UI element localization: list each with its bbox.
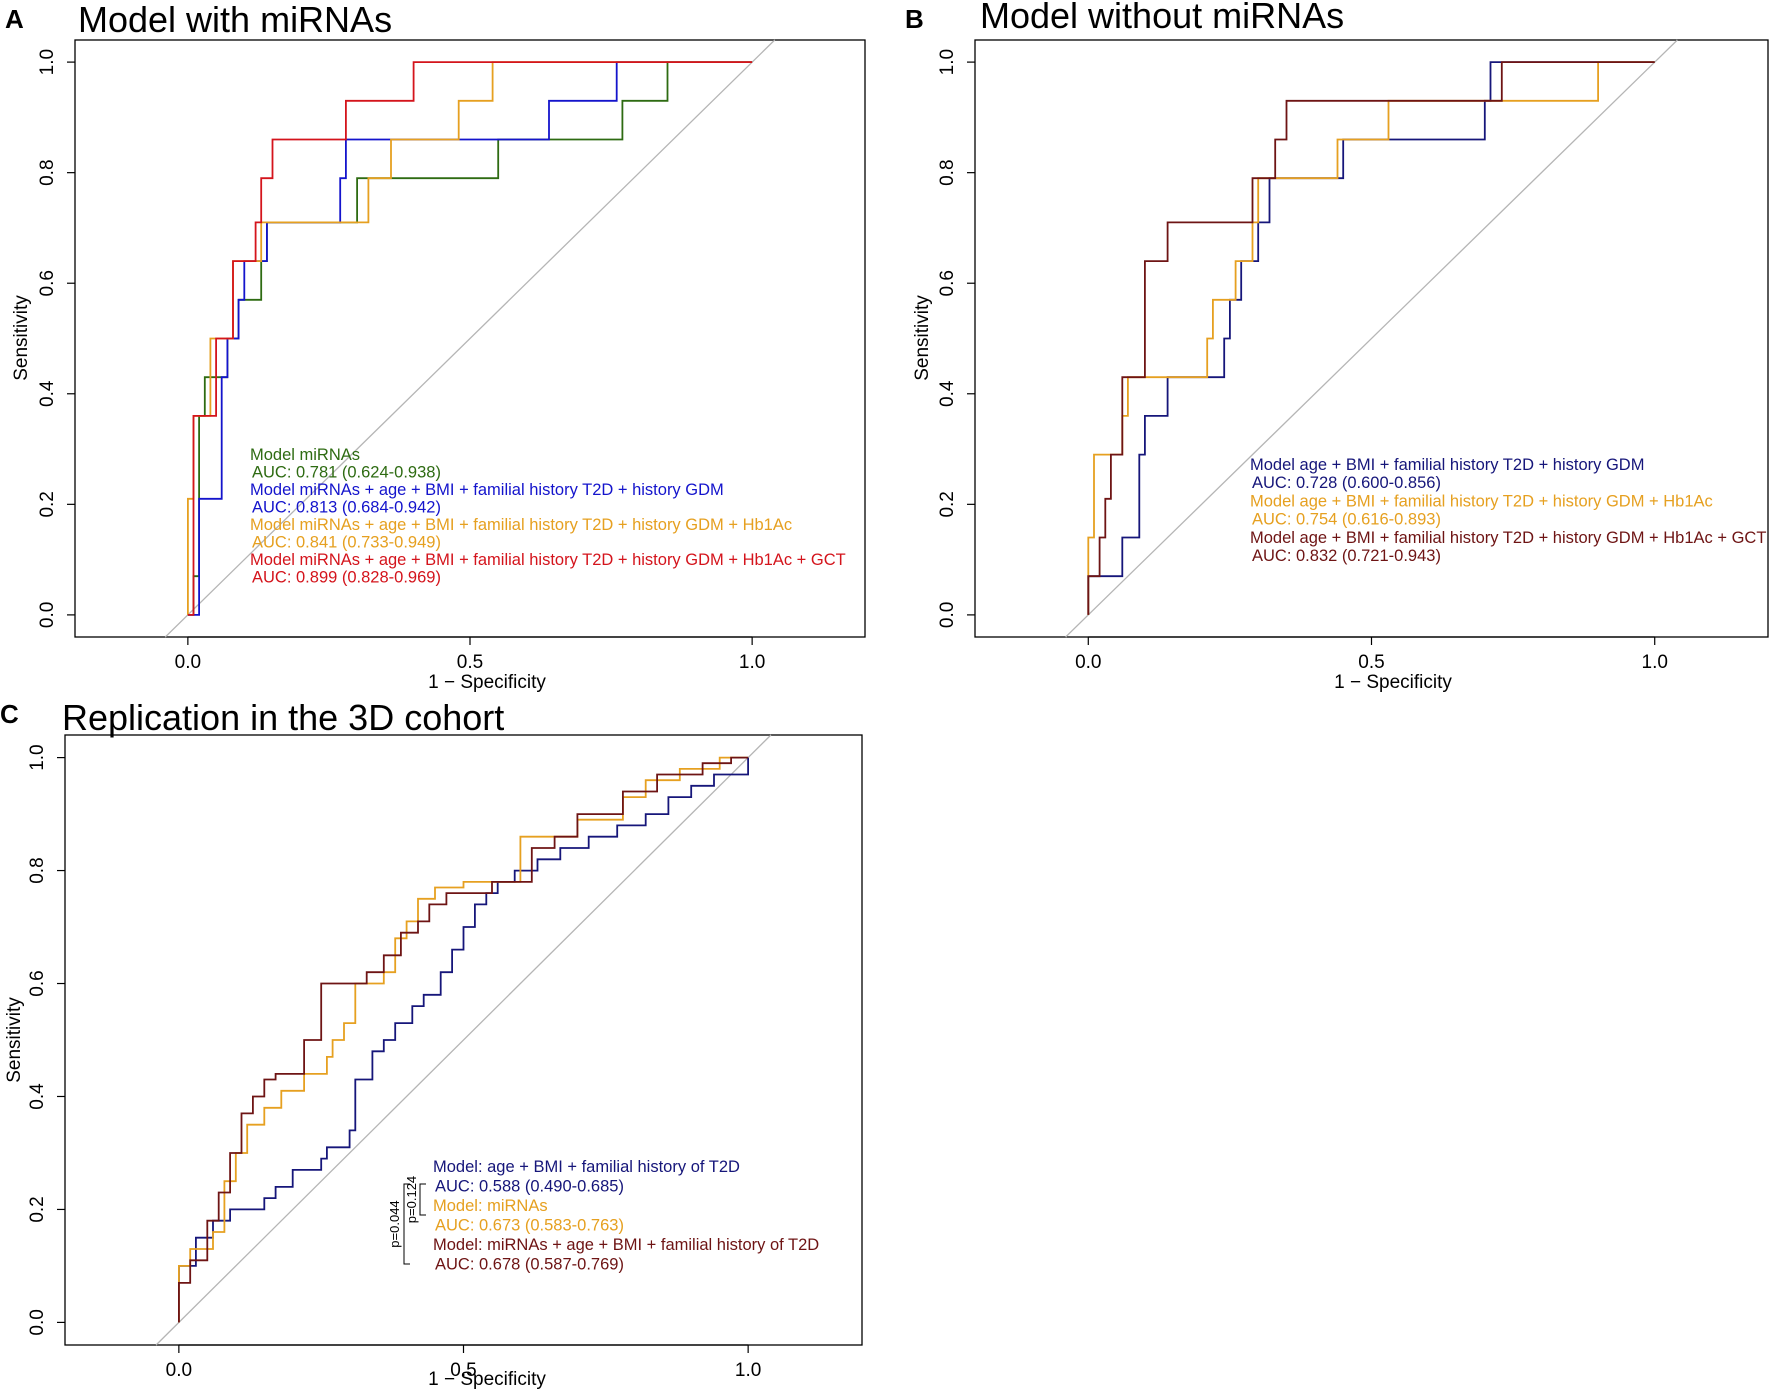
y-axis-label: Sensitivity bbox=[912, 295, 933, 381]
legend-auc: AUC: 0.813 (0.684-0.942) bbox=[252, 499, 441, 517]
legend-model-name: Model: age + BMI + familial history of T… bbox=[433, 1158, 740, 1176]
legend-auc: AUC: 0.832 (0.721-0.943) bbox=[1252, 547, 1441, 565]
panel-b: B Model without miRNAs 0.0 0.5 1.0 0.0 0.2 0.4 0… bbox=[905, 0, 1769, 693]
x-tick-label: 0.0 bbox=[175, 652, 201, 673]
panel-title: Replication in the 3D cohort bbox=[62, 697, 504, 738]
roc-curve-4 bbox=[187, 61, 753, 616]
x-tick-label: 1.0 bbox=[735, 1360, 761, 1381]
y-tick-label: 1.0 bbox=[27, 744, 48, 770]
x-tick-label: 0.0 bbox=[1075, 652, 1101, 673]
roc-curve-3 bbox=[1087, 61, 1655, 615]
x-tick-label: 0.5 bbox=[1358, 652, 1384, 673]
y-tick-label: 0.4 bbox=[37, 380, 58, 407]
y-tick-label: 0.8 bbox=[37, 159, 58, 185]
panel-letter: A bbox=[5, 4, 24, 34]
p-value-label: p=0.044 bbox=[387, 1200, 402, 1247]
legend-model-name: Model: miRNAs bbox=[433, 1197, 548, 1215]
x-tick-label: 0.0 bbox=[166, 1360, 192, 1381]
legend-model-name: Model: miRNAs + age + BMI + familial his… bbox=[433, 1236, 819, 1254]
legend-model-name: Model miRNAs + age + BMI + familial hist… bbox=[250, 516, 792, 534]
legend-model-name: Model miRNAs + age + BMI + familial hist… bbox=[250, 481, 724, 499]
x-tick-label: 0.5 bbox=[457, 652, 483, 673]
y-tick-label: 0.8 bbox=[27, 857, 48, 883]
legend-auc: AUC: 0.673 (0.583-0.763) bbox=[435, 1217, 624, 1235]
legend-model-name: Model age + BMI + familial history T2D +… bbox=[1250, 456, 1644, 474]
x-tick-label: 1.0 bbox=[1642, 652, 1668, 673]
y-tick-label: 0.6 bbox=[27, 970, 48, 996]
p-value-bracket bbox=[403, 1183, 410, 1265]
y-tick-label: 0.6 bbox=[37, 270, 58, 296]
y-axis-label: Sensitivity bbox=[11, 295, 32, 381]
legend-model-name: Model miRNAs bbox=[250, 446, 360, 464]
y-tick-label: 0.2 bbox=[937, 491, 958, 517]
p-value-label: p=0.124 bbox=[404, 1176, 419, 1223]
panel-c: C Replication in the 3D cohort 0.0 0.5 1.0 0.… bbox=[0, 697, 863, 1390]
reference-diagonal bbox=[1065, 39, 1678, 638]
roc-curve-1 bbox=[187, 61, 753, 616]
y-tick-label: 0.4 bbox=[27, 1083, 48, 1110]
x-axis-label: 1 − Specificity bbox=[1334, 672, 1452, 693]
legend-auc: AUC: 0.899 (0.828-0.969) bbox=[252, 569, 441, 587]
legend-model-name: Model age + BMI + familial history T2D +… bbox=[1250, 529, 1766, 547]
legend-auc: AUC: 0.678 (0.587-0.769) bbox=[435, 1256, 624, 1274]
panel-title: Model with miRNAs bbox=[78, 0, 392, 40]
x-axis-label: 1 − Specificity bbox=[428, 672, 546, 693]
y-tick-label: 0.8 bbox=[937, 159, 958, 185]
panel-title: Model without miRNAs bbox=[980, 0, 1344, 36]
y-tick-label: 0.2 bbox=[27, 1196, 48, 1222]
reference-diagonal bbox=[164, 39, 776, 638]
p-value-bracket bbox=[419, 1183, 426, 1216]
legend-model-name: Model age + BMI + familial history T2D +… bbox=[1250, 492, 1713, 510]
panel-letter: B bbox=[905, 4, 924, 34]
x-tick-label: 1.0 bbox=[739, 652, 765, 673]
roc-curve-1 bbox=[177, 757, 749, 1323]
legend-model-name: Model miRNAs + age + BMI + familial hist… bbox=[250, 551, 846, 569]
y-tick-label: 0.6 bbox=[937, 270, 958, 296]
legend-auc: AUC: 0.781 (0.624-0.938) bbox=[252, 464, 441, 482]
reference-diagonal bbox=[155, 734, 772, 1346]
y-tick-label: 0.0 bbox=[27, 1309, 48, 1335]
y-tick-label: 0.2 bbox=[37, 491, 58, 517]
y-tick-label: 0.0 bbox=[937, 602, 958, 628]
x-axis-label: 1 − Specificity bbox=[428, 1369, 546, 1390]
legend-auc: AUC: 0.841 (0.733-0.949) bbox=[252, 534, 441, 552]
y-tick-label: 0.4 bbox=[937, 380, 958, 407]
roc-curve-3 bbox=[177, 756, 749, 1323]
legend-auc: AUC: 0.754 (0.616-0.893) bbox=[1252, 511, 1441, 529]
legend-auc: AUC: 0.728 (0.600-0.856) bbox=[1252, 474, 1441, 492]
y-tick-label: 0.0 bbox=[37, 602, 58, 628]
x-tick-label: 0.5 bbox=[450, 1360, 476, 1381]
legend-auc: AUC: 0.588 (0.490-0.685) bbox=[435, 1178, 624, 1196]
y-axis-label: Sensitivity bbox=[4, 997, 25, 1083]
y-tick-label: 1.0 bbox=[937, 49, 958, 75]
y-tick-label: 1.0 bbox=[37, 49, 58, 75]
panel-letter: C bbox=[0, 699, 19, 729]
panel-a: A Model with miRNAs 0.0 0.5 1.0 0.0 0.2 0.4 0.6 0… bbox=[5, 0, 866, 693]
